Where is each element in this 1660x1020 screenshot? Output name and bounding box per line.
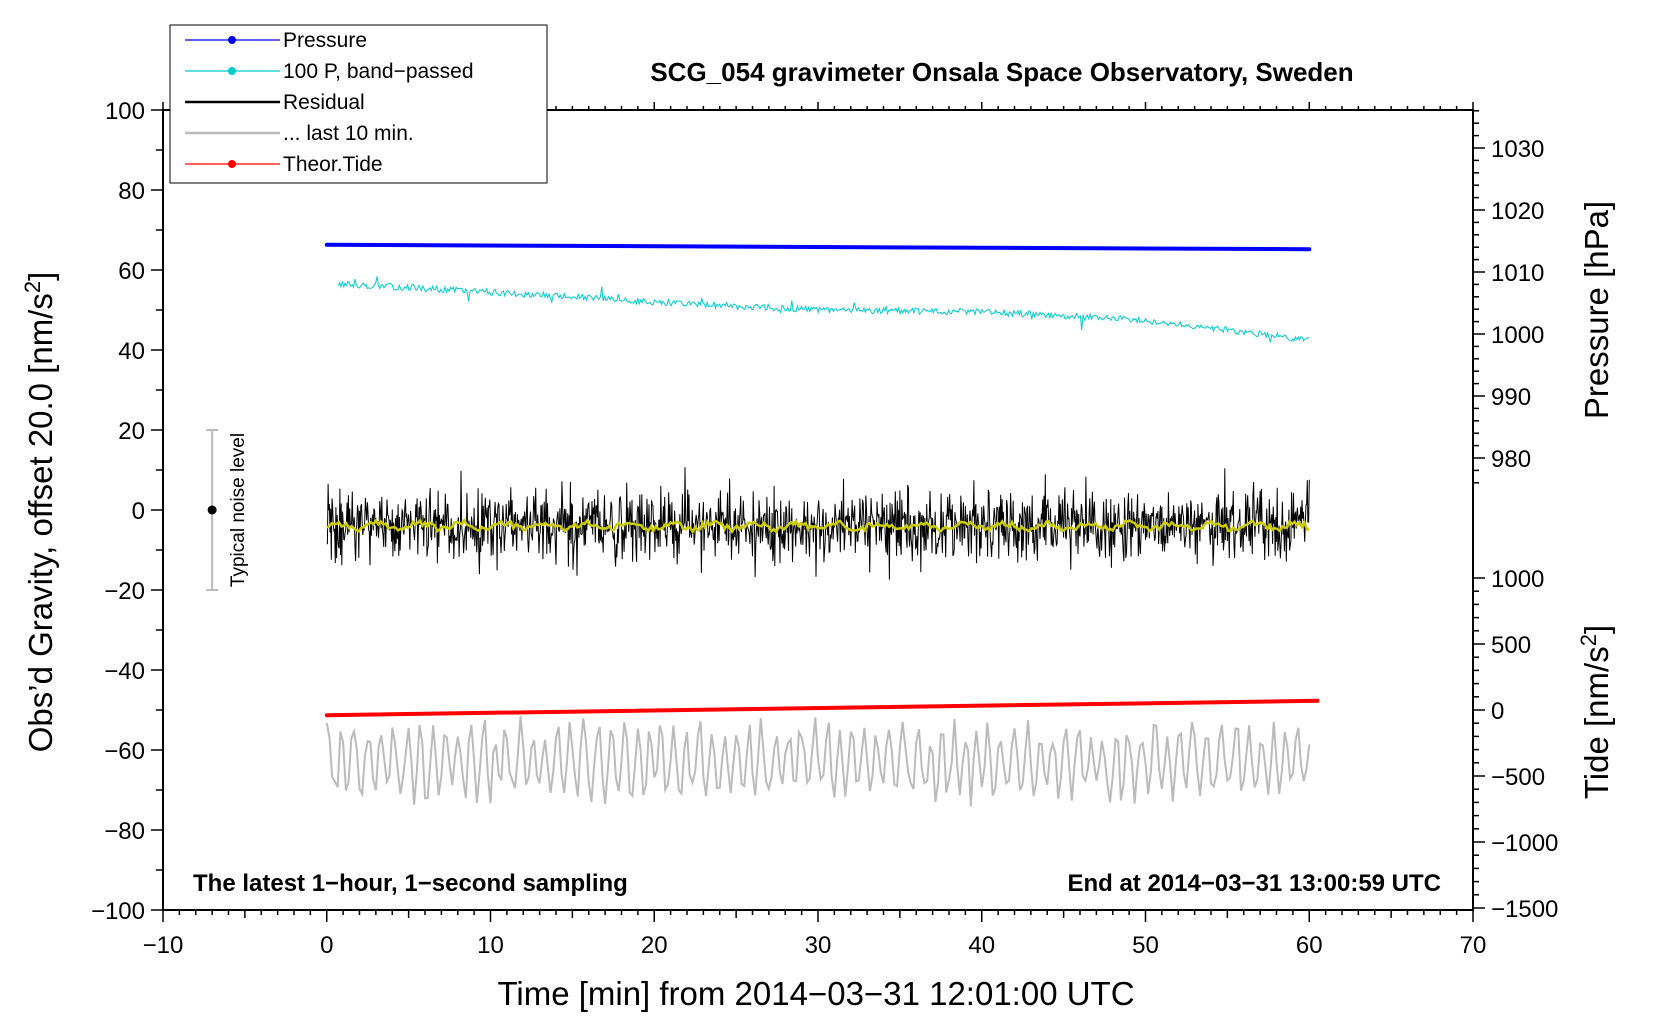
series-band-passed-pressure [337, 276, 1310, 343]
series-pressure [324, 242, 1312, 252]
note-end-time: End at 2014−03−31 13:00:59 UTC [1067, 870, 1441, 897]
legend-entry: Theor.Tide [185, 153, 383, 176]
x-tick-label: −10 [143, 932, 184, 959]
note-latest-hour: The latest 1−hour, 1−second sampling [193, 870, 628, 897]
legend-label: Pressure [283, 29, 367, 52]
tick-layer [151, 102, 1485, 922]
y-tick-label-left: −80 [104, 818, 145, 845]
noise-bar-dot [207, 505, 217, 515]
y-tick-label-left: 0 [132, 498, 145, 525]
series-theor-tide [324, 698, 1320, 718]
y-tick-label-tide: −1500 [1491, 896, 1558, 923]
y-tick-label-left: 60 [118, 258, 145, 285]
legend-label: Theor.Tide [283, 153, 383, 176]
x-axis-title: Time [min] from 2014−03−31 12:01:00 UTC [497, 975, 1134, 1012]
series-smoothed-residual [326, 517, 1310, 535]
y-tick-label-left: −100 [91, 898, 145, 925]
legend: Pressure 100 P, band−passed Residual ... la… [169, 24, 548, 184]
y-tick-label-pressure: 990 [1491, 384, 1531, 411]
noise-bar-label: Typical noise level [228, 433, 249, 587]
y-tick-label-left: 100 [105, 98, 145, 125]
y-tick-label-pressure: 1020 [1491, 198, 1544, 225]
legend-label: ... last 10 min. [283, 122, 414, 145]
y-tick-label-pressure: 1030 [1491, 136, 1544, 163]
y-tick-label-tide: 500 [1491, 632, 1531, 659]
legend-entry: Pressure [185, 29, 367, 52]
legend-entry: 100 P, band−passed [185, 60, 474, 83]
y-tick-label-left: −40 [104, 658, 145, 685]
y-tick-label-left: −60 [104, 738, 145, 765]
y-axis-title-pressure: Pressure [hPa] [1578, 201, 1615, 419]
y-tick-label-pressure: 1010 [1491, 260, 1544, 287]
typical-noise-bar: Typical noise level [206, 429, 249, 591]
series-layer [324, 242, 1320, 807]
legend-marker [228, 36, 236, 44]
legend-entry: ... last 10 min. [185, 122, 414, 145]
y-tick-label-pressure: 1000 [1491, 322, 1544, 349]
y-tick-label-pressure: 980 [1491, 446, 1531, 473]
x-tick-label: 50 [1132, 932, 1159, 959]
x-tick-label: 70 [1460, 932, 1487, 959]
label-layer: −10 0 10 20 30 40 50 60 70100806040200−20−40−60−… [91, 98, 1558, 959]
x-tick-label: 40 [968, 932, 995, 959]
legend-entry: Residual [185, 91, 365, 114]
series-last-10-min [325, 716, 1311, 807]
legend-box [169, 24, 548, 184]
y-axis-title-left: Obs’d Gravity, offset 20.0 [nm/s2] [20, 272, 60, 753]
y-tick-label-tide: −1000 [1491, 830, 1558, 857]
x-tick-label: 20 [641, 932, 668, 959]
y-tick-label-left: 20 [118, 418, 145, 445]
y-tick-label-left: 80 [118, 178, 145, 205]
legend-label: 100 P, band−passed [283, 60, 474, 83]
y-tick-label-left: 40 [118, 338, 145, 365]
series-residual [326, 467, 1310, 580]
legend-marker [228, 67, 236, 75]
chart-title: SCG_054 gravimeter Onsala Space Observat… [650, 57, 1353, 87]
x-tick-label: 60 [1296, 932, 1323, 959]
y-tick-label-tide: −500 [1491, 764, 1545, 791]
x-tick-label: 30 [805, 932, 832, 959]
y-tick-label-tide: 1000 [1491, 566, 1544, 593]
y-axis-title-tide: Tide [nm/s2] [1576, 625, 1616, 799]
legend-label: Residual [283, 91, 365, 114]
legend-marker [228, 160, 236, 168]
x-tick-label: 0 [320, 932, 333, 959]
x-tick-label: 10 [477, 932, 504, 959]
y-tick-label-left: −20 [104, 578, 145, 605]
y-tick-label-tide: 0 [1491, 698, 1504, 725]
